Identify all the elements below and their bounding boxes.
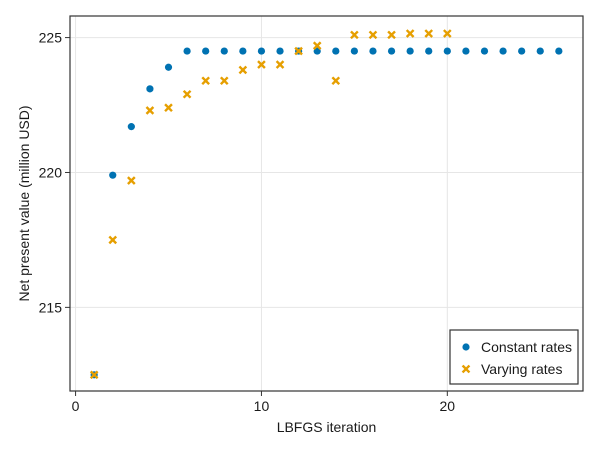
x-tick-label: 20 [440, 398, 456, 414]
x-tick-label: 0 [72, 398, 80, 414]
point-constant-rates [443, 47, 451, 55]
point-varying-rates [182, 89, 192, 99]
point-varying-rates [331, 76, 341, 86]
point-constant-rates [127, 123, 135, 131]
y-tick-label: 220 [39, 164, 63, 180]
point-constant-rates [350, 47, 358, 55]
x-axis-title: LBFGS iteration [277, 419, 377, 435]
point-varying-rates [145, 106, 155, 115]
data-points [89, 29, 563, 380]
point-constant-rates [387, 47, 396, 55]
point-varying-rates [443, 29, 452, 38]
legend-x-glyph [461, 364, 471, 374]
point-constant-rates [239, 47, 247, 55]
point-constant-rates [202, 47, 210, 55]
point-varying-rates [219, 76, 229, 86]
plot-frame [69, 15, 584, 392]
x-tick-label: 10 [254, 398, 270, 414]
point-constant-rates [406, 47, 414, 55]
point-varying-rates [312, 41, 322, 50]
legend-marker-varying-rates [461, 364, 471, 374]
axis-ticks: 0 10 20 215 220 225 [39, 30, 456, 414]
y-tick-label: 225 [39, 30, 63, 46]
point-varying-rates [424, 29, 434, 38]
point-varying-rates [257, 60, 266, 69]
point-constant-rates [313, 47, 321, 55]
legend: Constant rates Varying rates [449, 329, 579, 385]
point-constant-rates [369, 47, 377, 55]
point-constant-rates [332, 47, 340, 55]
point-constant-rates [555, 47, 563, 55]
point-constant-rates [109, 171, 117, 179]
point-constant-rates [276, 47, 284, 55]
point-varying-rates [350, 30, 359, 40]
point-constant-rates [183, 47, 191, 55]
point-varying-rates [368, 30, 378, 40]
point-varying-rates [238, 65, 248, 75]
point-constant-rates [536, 47, 544, 55]
point-varying-rates [275, 60, 285, 69]
point-constant-rates [164, 63, 173, 71]
point-varying-rates [127, 176, 136, 185]
point-constant-rates [425, 47, 433, 55]
legend-label-constant-rates: Constant rates [481, 339, 572, 355]
point-varying-rates [294, 46, 303, 56]
point-constant-rates [146, 85, 154, 93]
point-varying-rates [108, 235, 118, 245]
point-constant-rates [220, 47, 228, 55]
grid-lines [70, 16, 583, 391]
legend-box [449, 329, 579, 385]
point-varying-rates [164, 103, 173, 113]
y-axis-title: Net present value (million USD) [16, 105, 32, 301]
point-varying-rates [405, 29, 415, 38]
y-tick-label: 215 [39, 299, 63, 315]
legend-marker-constant-rates [462, 343, 470, 351]
legend-label-varying-rates: Varying rates [481, 361, 562, 377]
point-varying-rates [89, 370, 99, 380]
point-varying-rates [201, 76, 210, 86]
point-constant-rates [480, 47, 489, 55]
point-constant-rates [462, 47, 470, 55]
point-varying-rates [387, 30, 396, 40]
point-constant-rates [499, 47, 507, 55]
point-constant-rates [257, 47, 266, 55]
point-constant-rates [518, 47, 526, 55]
